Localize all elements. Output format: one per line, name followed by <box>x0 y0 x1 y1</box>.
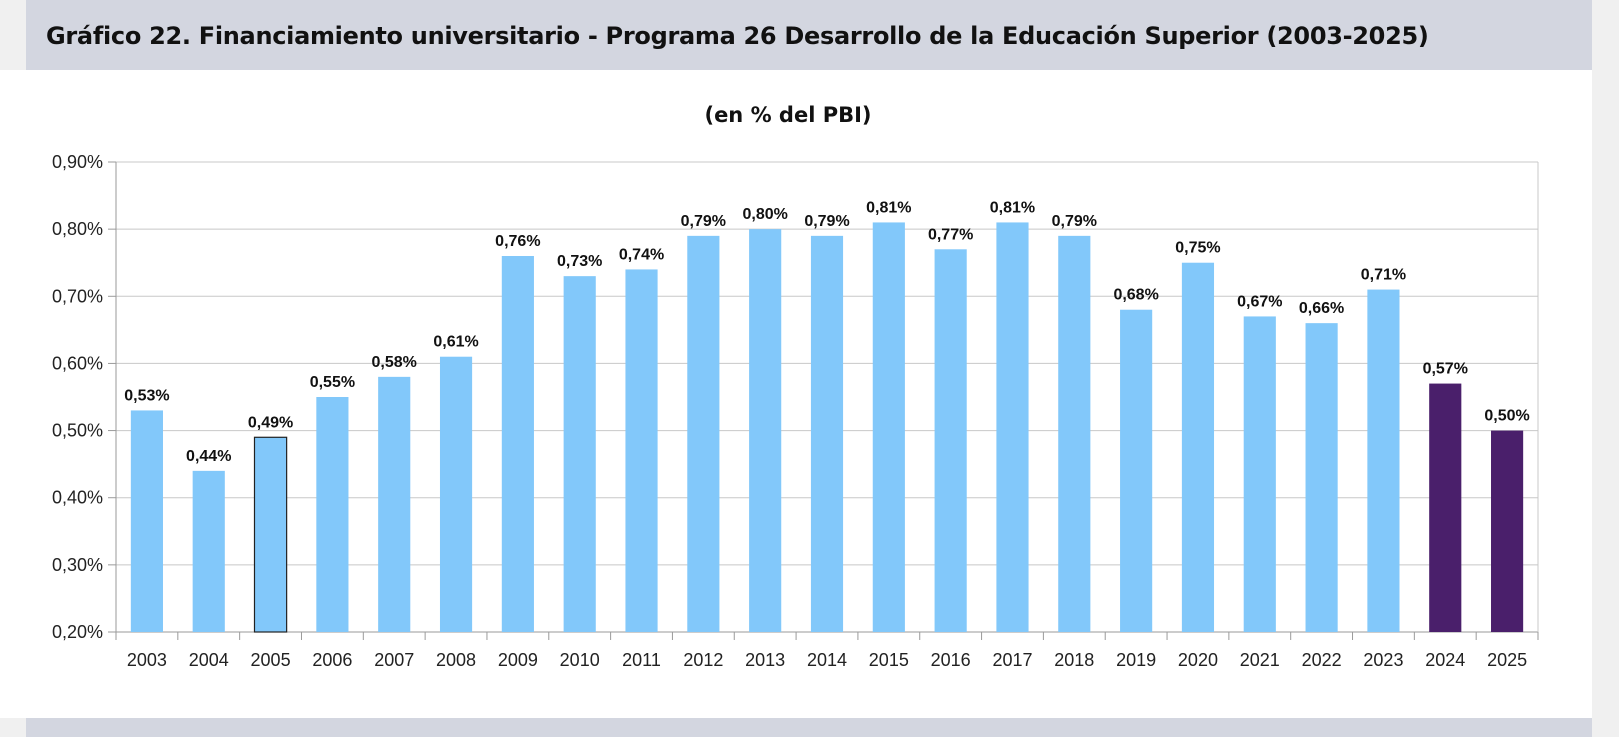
footer-band <box>26 718 1592 737</box>
data-label-2015: 0,81% <box>866 199 911 216</box>
bar-2010 <box>563 276 596 632</box>
bar-2013 <box>749 229 782 632</box>
data-label-2016: 0,77% <box>928 226 973 243</box>
y-tick-label: 0,30% <box>52 555 103 575</box>
bar-2025 <box>1491 430 1524 632</box>
y-tick-label: 0,50% <box>52 421 103 441</box>
x-tick-label: 2018 <box>1054 650 1094 670</box>
x-tick-label: 2009 <box>498 650 538 670</box>
x-tick-label: 2016 <box>931 650 971 670</box>
x-tick-label: 2011 <box>622 650 661 670</box>
y-tick-label: 0,60% <box>52 353 103 373</box>
chart-title: Gráfico 22. Financiamiento universitario… <box>46 22 1429 50</box>
axes: 0,20% 0,30% 0,40% 0,50% 0,60% 0,70% 0,80% 0,90%… <box>52 152 1539 670</box>
bar-2012 <box>687 235 720 632</box>
data-label-2008: 0,61% <box>433 334 478 351</box>
bar-2023 <box>1367 289 1400 632</box>
bar-2005 <box>253 436 288 633</box>
bar-2020 <box>1181 262 1215 632</box>
x-tick-label: 2024 <box>1425 650 1465 670</box>
data-label-2009: 0,76% <box>495 233 540 250</box>
data-label-2004: 0,44% <box>186 448 231 465</box>
header-band <box>26 0 1592 70</box>
bar-2004 <box>192 470 225 632</box>
chart-subtitle: (en % del PBI) <box>704 103 871 127</box>
bars <box>130 222 1524 633</box>
x-tick-label: 2013 <box>745 650 785 670</box>
bar-2019 <box>1120 309 1153 632</box>
data-label-2022: 0,66% <box>1299 300 1344 317</box>
bar-2003 <box>130 410 163 632</box>
data-label-2018: 0,79% <box>1052 213 1097 230</box>
bar-2021 <box>1243 316 1276 632</box>
x-tick-label: 2006 <box>312 650 352 670</box>
x-tick-label: 2023 <box>1363 650 1403 670</box>
x-tick-label: 2014 <box>807 650 847 670</box>
data-label-2014: 0,79% <box>804 213 849 230</box>
bar-2007 <box>378 376 411 632</box>
bar-2018 <box>1058 235 1091 632</box>
bar-2015 <box>872 222 905 632</box>
data-label-2011: 0,74% <box>619 246 664 263</box>
x-tick-label: 2020 <box>1178 650 1218 670</box>
x-tick-label: 2008 <box>436 650 476 670</box>
x-tick-label: 2004 <box>189 650 229 670</box>
bar-2011 <box>625 269 658 632</box>
data-label-2021: 0,67% <box>1237 293 1282 310</box>
bar-2009 <box>501 256 534 632</box>
data-label-2024: 0,57% <box>1423 361 1468 378</box>
x-tick-label: 2005 <box>251 650 291 670</box>
data-label-2012: 0,79% <box>681 213 726 230</box>
bar-2016 <box>934 249 967 633</box>
bar-2006 <box>316 397 349 632</box>
data-label-2007: 0,58% <box>372 354 417 371</box>
data-label-2025: 0,50% <box>1484 408 1529 425</box>
data-label-2006: 0,55% <box>310 374 355 391</box>
y-tick-label: 0,80% <box>52 219 103 239</box>
data-labels: 0,53% 0,44% 0,49% 0,55% 0,58% 0,61% 0,76% 0,73%… <box>124 199 1530 464</box>
x-tick-label: 2021 <box>1240 650 1280 670</box>
x-tick-label: 2015 <box>869 650 909 670</box>
data-label-2023: 0,71% <box>1361 267 1406 284</box>
x-tick-label: 2010 <box>560 650 600 670</box>
y-tick-label: 0,20% <box>52 622 103 642</box>
bar-2014 <box>810 235 844 632</box>
x-tick-label: 2025 <box>1487 650 1527 670</box>
y-tick-label: 0,70% <box>52 286 103 306</box>
y-tick-label: 0,90% <box>52 152 103 172</box>
bar-2022 <box>1305 323 1338 632</box>
bar-2024 <box>1429 383 1462 632</box>
data-label-2010: 0,73% <box>557 253 602 270</box>
x-tick-label: 2007 <box>374 650 414 670</box>
x-tick-label: 2017 <box>992 650 1032 670</box>
data-label-2020: 0,75% <box>1175 240 1220 257</box>
data-label-2013: 0,80% <box>742 206 787 223</box>
x-tick-label: 2019 <box>1116 650 1156 670</box>
data-label-2017: 0,81% <box>990 199 1035 216</box>
y-tick-label: 0,40% <box>52 488 103 508</box>
data-label-2003: 0,53% <box>124 387 169 404</box>
x-tick-label: 2012 <box>683 650 723 670</box>
data-label-2019: 0,68% <box>1113 287 1158 304</box>
x-tick-label: 2022 <box>1302 650 1342 670</box>
data-label-2005: 0,49% <box>248 414 293 431</box>
bar-2008 <box>439 356 473 632</box>
bar-2017 <box>996 222 1029 632</box>
x-tick-label: 2003 <box>127 650 167 670</box>
